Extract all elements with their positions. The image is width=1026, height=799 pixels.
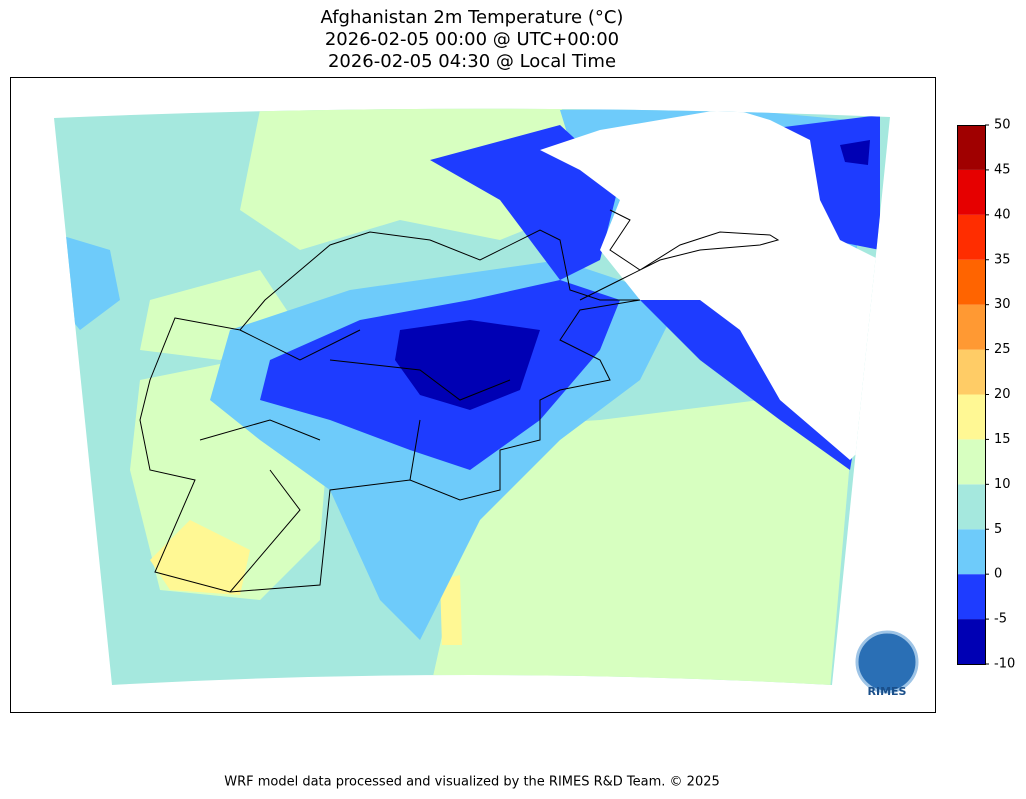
colorbar-segment: [957, 484, 985, 530]
colorbar-segment: [957, 574, 985, 620]
colorbar-segment: [957, 169, 985, 215]
footer: WRF model data processed and visualized …: [224, 775, 720, 790]
logo-emblem: [855, 630, 919, 694]
colorbar-segment: [957, 529, 985, 575]
colorbar-tick-label: 35: [994, 252, 1011, 267]
borders: [139, 209, 780, 593]
colorbar-segment: [957, 259, 985, 305]
colorbar-tick-label: 30: [994, 297, 1011, 312]
colorbar-tick-label: -5: [994, 612, 1007, 627]
colorbar-segment: [957, 349, 985, 395]
colorbar-tick-label: 45: [994, 162, 1011, 177]
colorbar-tick-label: 50: [994, 118, 1011, 133]
title-line: 2026-02-05 00:00 @ UTC+00:00: [325, 29, 619, 50]
country-border: [579, 209, 780, 301]
country-border: [139, 229, 641, 593]
title-line: Afghanistan 2m Temperature (°C): [321, 7, 624, 28]
colorbar-tick-label: 15: [994, 432, 1011, 447]
field-zone: [150, 520, 250, 595]
colorbar-tick-label: 25: [994, 342, 1011, 357]
colorbar-tick-label: 20: [994, 387, 1011, 402]
colorbar: -10 -5 0 5 10 15 20 25 30 35 40 45 50: [957, 118, 1015, 672]
colorbar-segment: [957, 304, 985, 350]
field-zone: [440, 575, 462, 645]
colorbar-segment: [957, 619, 985, 664]
colorbar-frame: [957, 125, 986, 665]
logo-text: RIMES: [868, 685, 907, 698]
map-frame: [10, 77, 936, 713]
temperature-field: [54, 108, 890, 685]
title-line: 2026-02-05 04:30 @ Local Time: [328, 51, 616, 72]
colorbar-tick-label: 40: [994, 207, 1011, 222]
colorbar-tick-label: -10: [994, 657, 1015, 672]
no-data-region: [540, 108, 880, 460]
colorbar-segment: [957, 439, 985, 485]
province-borders: [199, 329, 511, 593]
colorbar-tick-label: 10: [994, 477, 1011, 492]
colorbar-tick-label: 0: [994, 567, 1002, 582]
colorbar-tick-label: 5: [994, 522, 1002, 537]
colorbar-segment: [957, 125, 985, 170]
colorbar-segment: [957, 394, 985, 440]
field-zone: [430, 400, 850, 685]
field-zone: [640, 300, 855, 470]
field-zone: [395, 320, 540, 410]
field-zone: [840, 140, 870, 165]
colorbar-segment: [957, 214, 985, 260]
